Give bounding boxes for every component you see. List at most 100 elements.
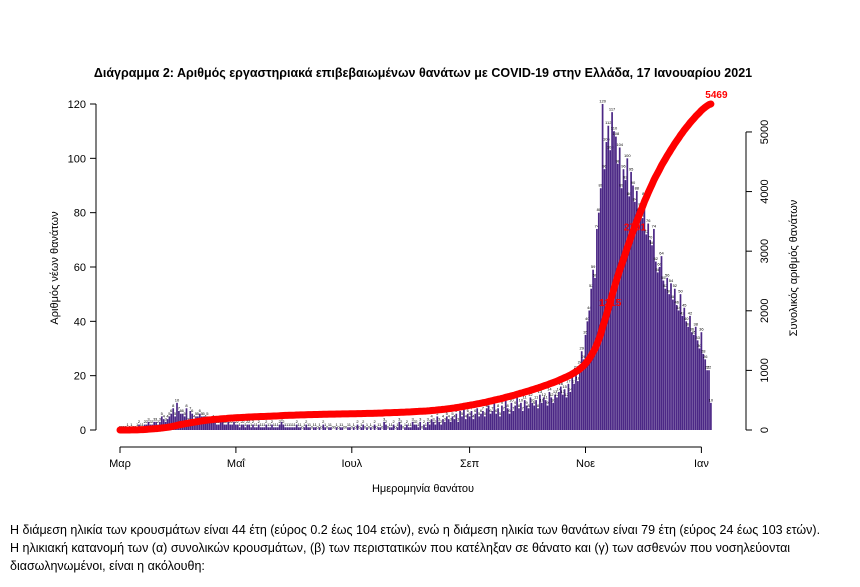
bar-value-label: 5 (201, 411, 204, 416)
bar (607, 125, 610, 430)
bar (470, 410, 473, 430)
bar-value-label: 95 (629, 166, 634, 171)
y2-tick-label: 2000 (759, 299, 771, 323)
bar-value-label: 2 (248, 419, 251, 424)
bar (303, 427, 306, 430)
bar (569, 391, 572, 430)
bar-value-label: 12 (528, 392, 533, 397)
bar-value-label: 2 (356, 419, 359, 424)
bar (582, 359, 585, 430)
bar (651, 245, 653, 430)
bar (377, 427, 380, 430)
bar (586, 321, 589, 430)
bar (430, 419, 433, 430)
bar (307, 427, 309, 430)
bar-value-label: 2 (282, 419, 285, 424)
bar-value-label: 1 (303, 422, 306, 427)
bar (580, 351, 583, 430)
bar-value-label: 1 (417, 422, 420, 427)
bar-value-label: 50 (667, 289, 672, 294)
y-tick-label: 40 (74, 316, 86, 328)
bar-value-label: 4 (448, 414, 451, 419)
bar-value-label: 2 (423, 419, 426, 424)
bar (341, 427, 344, 430)
bar (533, 405, 536, 430)
bar-value-label: 40 (684, 316, 689, 321)
bar (584, 334, 587, 430)
bar-value-label: 44 (587, 305, 592, 310)
bar-value-label: 1 (377, 422, 380, 427)
bar-value-label: 5 (161, 411, 164, 416)
bar-value-label: 0 (358, 425, 361, 430)
bar (563, 389, 566, 430)
bar-value-label: 6 (170, 408, 173, 413)
bar (442, 419, 444, 430)
bar-value-label: 3 (427, 416, 430, 421)
bar-value-label: 1 (370, 422, 373, 427)
bar (692, 334, 695, 430)
bar-value-label: 7 (482, 405, 485, 410)
bar-value-label: 7 (178, 405, 181, 410)
bar (601, 104, 604, 430)
bar (160, 416, 163, 430)
y2-tick-label: 1000 (759, 358, 771, 382)
bar (244, 427, 247, 430)
bar-value-label: 5 (168, 411, 171, 416)
bar (681, 315, 684, 430)
bar-value-label: 1 (396, 422, 399, 427)
bar-value-label: 7 (522, 405, 525, 410)
bar (168, 416, 171, 430)
bar-value-label: 112 (605, 120, 612, 125)
bar (259, 427, 262, 430)
bar-value-label: 3 (419, 416, 422, 421)
bar-value-label: 9 (514, 400, 517, 405)
bar (170, 413, 173, 430)
bar-value-label: 6 (467, 408, 470, 413)
bar-value-label: 9 (533, 400, 536, 405)
bar-value-label: 2 (138, 419, 141, 424)
bar (548, 391, 551, 430)
bar-value-label: 70 (648, 234, 653, 239)
bar-value-label: 10 (175, 397, 180, 402)
bar-value-label: 1 (347, 422, 350, 427)
bar-value-label: 120 (599, 99, 606, 104)
bar-value-label: 10 (509, 397, 514, 402)
bar-value-label: 0 (368, 425, 371, 430)
bar-value-label: 7 (491, 405, 494, 410)
bar (286, 427, 289, 430)
bar-value-label: 14 (568, 386, 573, 391)
bar-value-label: 22 (707, 365, 712, 370)
bar-value-label: 0 (332, 425, 335, 430)
bar-value-label: 0 (421, 425, 424, 430)
bar (276, 427, 279, 430)
bar (634, 201, 636, 430)
bar-value-label: 1 (261, 422, 264, 427)
bar-value-label: 18 (576, 376, 581, 381)
bar-value-label: 2 (385, 419, 388, 424)
bar-value-label: 1 (339, 422, 342, 427)
bar (278, 424, 281, 430)
bar-value-label: 6 (508, 408, 511, 413)
bar (491, 410, 494, 430)
bar (637, 212, 640, 430)
bar (214, 421, 216, 430)
y2-axis-label: Συνολικός αριθμός θανάτων (788, 199, 800, 336)
bar-value-label: 117 (609, 107, 616, 112)
bar (645, 234, 648, 430)
bar-value-label: 2 (296, 419, 299, 424)
bar (476, 408, 479, 430)
bar-value-label: 2 (151, 419, 154, 424)
bar (292, 427, 294, 430)
bar (349, 427, 351, 430)
bar-value-label: 1 (286, 422, 289, 427)
bar (225, 424, 228, 430)
bar-value-label: 0 (316, 425, 319, 430)
bar (483, 416, 486, 430)
bar (459, 410, 461, 430)
bar-value-label: 0 (343, 425, 346, 430)
bar (691, 332, 693, 430)
bar (597, 212, 600, 430)
bar (666, 277, 669, 430)
bar-value-label: 6 (182, 408, 185, 413)
bar-value-label: 2 (322, 419, 325, 424)
